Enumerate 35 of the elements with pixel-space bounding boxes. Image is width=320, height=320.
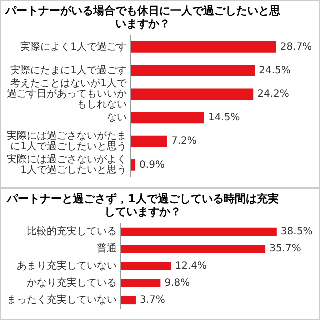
y-tick-label: 実際には過ごさないがたまに1人で過ごしたいと思う (7, 130, 127, 152)
data-label: 24.5% (259, 65, 291, 76)
y-tick-label: まったく充実していない (7, 294, 117, 306)
bar (131, 160, 136, 171)
bar (131, 42, 276, 53)
y-tick-label: 実際によく1人で過ごす (20, 40, 127, 53)
y-tick-label: 比較的充実している (27, 226, 117, 238)
bar (131, 65, 256, 76)
data-label: 0.9% (140, 160, 165, 171)
y-tick-label: あまり充実していない (17, 260, 117, 272)
data-label: 28.7% (280, 42, 312, 53)
y-tick-label: かなり充実している (27, 276, 117, 289)
data-label: 9.8% (164, 278, 190, 289)
bar (121, 262, 172, 270)
data-label: 24.2% (258, 88, 290, 100)
data-label: 7.2% (171, 136, 197, 148)
bar (121, 244, 266, 254)
chart-title: パートナーがいる場合でも休日に一人で過ごしたいと思いますか？ (4, 4, 280, 31)
data-label: 14.5% (208, 112, 240, 124)
y-tick-label: ない (107, 112, 127, 124)
data-label: 38.5% (280, 226, 313, 238)
bar (121, 279, 161, 288)
data-label: 35.7% (270, 244, 302, 255)
bar (121, 296, 136, 305)
data-label: 3.7% (140, 295, 166, 306)
y-tick-label: 実際にたまに1人で過ごす (10, 64, 127, 76)
bar (121, 228, 277, 236)
bar (131, 112, 204, 124)
bar (131, 136, 168, 148)
y-tick-label: 考えたことはないが1人で過ごす日があってもいいかもしれない (7, 77, 128, 110)
chart-title: パートナーと過ごさず，1人で過ごしている時間は充実していますか？ (6, 192, 279, 219)
bar (131, 88, 254, 100)
y-tick-label: 普通 (97, 242, 117, 255)
data-label: 12.4% (175, 260, 207, 272)
y-tick-label: 実際には過ごさないがよく1人で過ごしたいと思う (7, 154, 127, 176)
